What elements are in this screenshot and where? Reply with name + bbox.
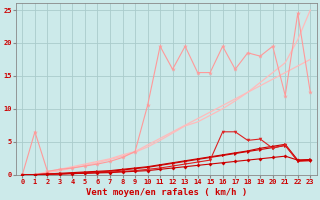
X-axis label: Vent moyen/en rafales ( km/h ): Vent moyen/en rafales ( km/h ) xyxy=(86,188,247,197)
